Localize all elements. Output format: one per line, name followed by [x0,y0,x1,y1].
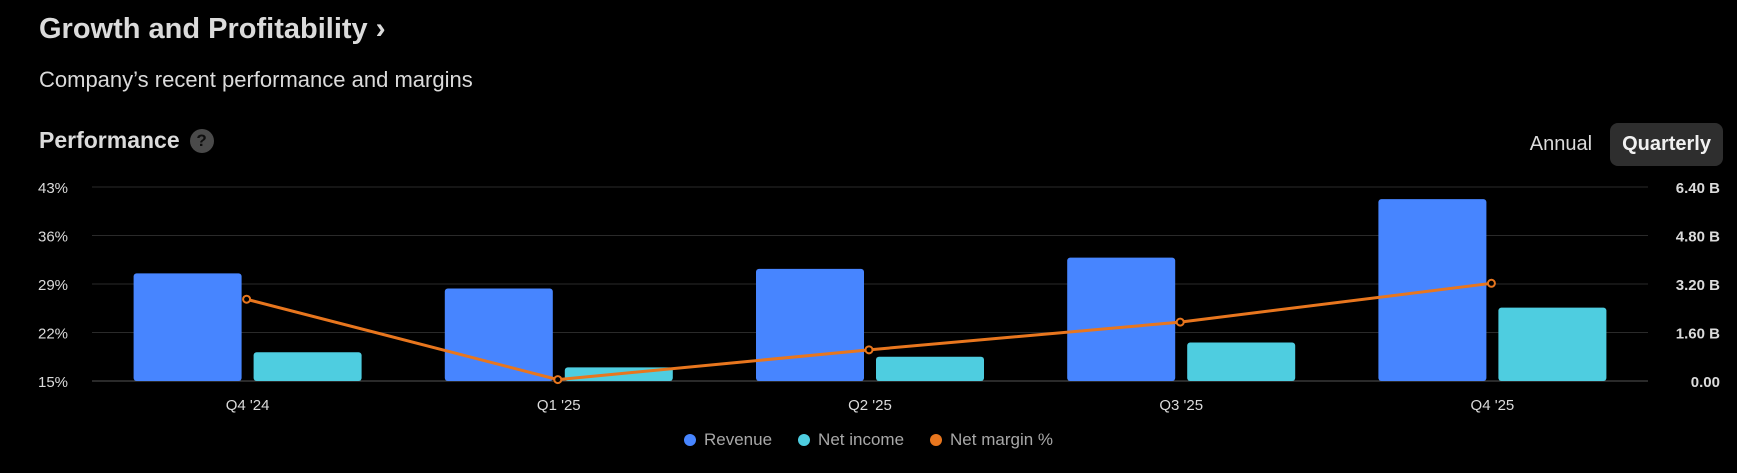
net-income-bar [876,356,984,381]
chart-subtitle: Company’s recent performance and margins [39,67,473,92]
legend-label: Net margin % [950,430,1054,449]
annual-button[interactable]: Annual [1529,133,1593,155]
legend-revenue[interactable]: Revenue [683,430,773,450]
revenue-bar [1067,257,1176,381]
net-margin-point [1175,317,1185,327]
left-tick-label: 29% [38,277,68,294]
x-tick-label: Q4 '24 [226,397,270,414]
revenue-bar [756,268,864,381]
revenue-bar [133,273,242,381]
net-income-bar [1187,342,1296,381]
performance-chart: 43% 6.40 B 36% 4.80 B 29% 3.20 B 22% 1.60 B 15% 0… [38,180,1720,414]
title-text: Growth and Profitability [39,12,368,45]
right-tick-label: 0.00 [1691,374,1720,391]
section-title: Performance [39,127,180,153]
legend-net-income[interactable]: Net income [798,430,904,450]
right-tick-label: 6.40 B [1676,180,1720,197]
net-income-bar [1498,307,1607,381]
legend-label: Revenue [703,430,773,449]
left-tick-label: 22% [38,326,68,343]
net-margin-point [864,345,874,355]
x-tick-label: Q2 '25 [848,397,892,414]
net-margin-point [1486,278,1496,288]
period-toggle: Annual Quarterly [1518,123,1723,166]
legend-net-margin[interactable]: Net margin % [930,430,1053,450]
help-icon[interactable]: ? [189,128,214,153]
left-tick-label: 36% [38,229,68,246]
chevron-right-icon: › [375,12,386,45]
net-margin-dot-icon [930,434,943,446]
x-tick-label: Q1 '25 [537,397,581,414]
performance-header: Performance ? [39,127,214,154]
revenue-dot-icon [683,434,696,446]
chart-title[interactable]: Growth and Profitability › [39,12,386,46]
x-tick-label: Q4 '25 [1471,397,1515,414]
net-margin-point [553,375,563,385]
quarterly-button[interactable]: Quarterly [1610,123,1723,166]
left-tick-label: 43% [38,180,68,197]
legend-label: Net income [818,430,905,449]
chart-legend: Revenue Net income Net margin % [0,430,1737,450]
net-income-dot-icon [798,434,811,446]
right-tick-label: 4.80 B [1676,229,1720,246]
net-income-bar [253,352,362,381]
net-margin-point [242,294,252,304]
right-tick-label: 3.20 B [1676,277,1720,294]
revenue-bar [444,288,553,381]
right-tick-label: 1.60 B [1676,326,1720,343]
left-tick-label: 15% [38,374,68,391]
net-margin-line [246,281,1492,382]
x-tick-label: Q3 '25 [1159,397,1203,414]
